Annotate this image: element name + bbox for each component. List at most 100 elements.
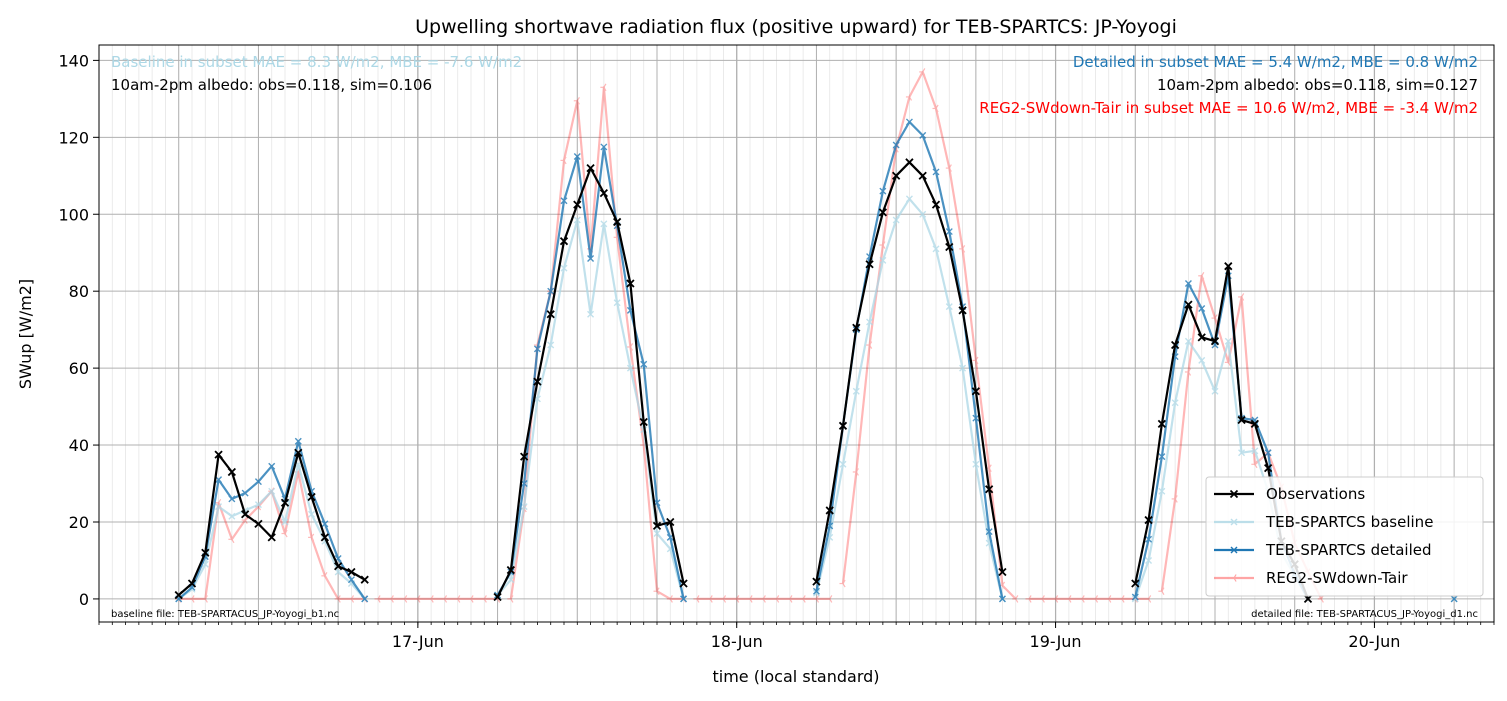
detailed-file-annotation: detailed file: TEB-SPARTACUS_JP-Yoyogi_d…: [1251, 609, 1478, 620]
data-point-observations: [334, 562, 343, 571]
marker-stroke: [1230, 518, 1238, 526]
marker-stroke: [922, 71, 926, 76]
marker-stroke: [1131, 593, 1139, 601]
marker-stroke: [311, 537, 315, 542]
marker-stroke: [1254, 463, 1258, 469]
data-point-baseline: [1224, 337, 1232, 345]
marker-stroke: [679, 579, 688, 588]
marker-stroke: [789, 598, 793, 603]
data-point-detailed: [228, 495, 236, 503]
marker-stroke: [215, 476, 223, 484]
data-point-observations: [573, 200, 582, 209]
marker-stroke: [294, 437, 302, 445]
marker-stroke: [1081, 598, 1085, 603]
data-point-baseline: [600, 220, 608, 228]
data-point-baseline: [281, 518, 289, 526]
data-point-observations: [652, 521, 662, 530]
marker-stroke: [324, 572, 328, 577]
data-point-reg2: [826, 595, 833, 603]
data-point-baseline: [852, 387, 860, 395]
marker-stroke: [802, 598, 806, 603]
marker-stroke: [945, 303, 953, 311]
data-point-observations: [1237, 415, 1246, 425]
data-point-reg2: [1158, 587, 1165, 596]
marker-stroke: [1055, 598, 1059, 603]
data-point-reg2: [427, 595, 434, 603]
data-point-observations: [280, 498, 290, 507]
data-point-reg2: [746, 595, 753, 603]
marker-stroke: [573, 216, 581, 224]
marker-stroke: [905, 195, 913, 203]
marker-stroke: [629, 343, 634, 348]
data-point-reg2: [932, 104, 939, 113]
marker-stroke: [1131, 579, 1140, 588]
data-point-reg2: [626, 343, 634, 351]
marker-stroke: [1254, 460, 1258, 465]
marker-stroke: [470, 598, 474, 603]
legend-marker: [1230, 518, 1238, 526]
data-point-baseline: [1251, 447, 1259, 455]
marker-stroke: [483, 598, 487, 603]
marker-stroke: [560, 264, 568, 272]
marker-stroke: [294, 448, 303, 457]
marker-stroke: [404, 598, 408, 603]
detailed-albedo-annotation: 10am-2pm albedo: obs=0.118, sim=0.127: [1157, 76, 1478, 94]
marker-stroke: [284, 533, 288, 538]
data-point-reg2: [1184, 368, 1192, 376]
data-point-reg2: [812, 595, 820, 603]
marker-stroke: [483, 595, 487, 600]
marker-stroke: [918, 171, 927, 180]
series-line-reg2: [841, 70, 1017, 600]
marker-stroke: [497, 598, 501, 603]
marker-stroke: [576, 100, 580, 105]
marker-stroke: [599, 188, 608, 198]
marker-stroke: [334, 568, 342, 576]
marker-stroke: [975, 360, 979, 365]
marker-stroke: [268, 462, 276, 470]
data-point-detailed: [1198, 305, 1206, 312]
series-layer: [174, 68, 1458, 604]
marker-stroke: [626, 279, 635, 288]
marker-stroke: [1227, 362, 1231, 367]
data-point-baseline: [905, 195, 913, 203]
data-point-reg2: [1091, 595, 1099, 603]
marker-stroke: [1028, 598, 1032, 603]
marker-stroke: [882, 241, 886, 246]
data-point-reg2: [440, 595, 448, 603]
marker-stroke: [709, 598, 713, 603]
marker-stroke: [1041, 598, 1045, 603]
data-point-detailed: [268, 462, 276, 470]
data-point-reg2: [1198, 271, 1205, 280]
data-point-detailed: [998, 595, 1006, 603]
marker-stroke: [218, 498, 222, 504]
data-point-observations: [1303, 594, 1313, 604]
marker-stroke: [201, 548, 210, 557]
marker-stroke: [1184, 337, 1192, 345]
marker-stroke: [603, 83, 607, 88]
marker-stroke: [1158, 487, 1166, 495]
marker-stroke: [520, 503, 528, 511]
data-point-detailed: [680, 595, 688, 603]
data-point-baseline: [613, 299, 621, 307]
data-point-reg2: [719, 595, 727, 603]
marker-stroke: [829, 595, 833, 600]
marker-stroke: [1303, 594, 1313, 604]
data-point-observations: [559, 237, 569, 246]
marker-stroke: [228, 512, 236, 520]
marker-stroke: [214, 450, 223, 459]
legend-entry: [1214, 574, 1254, 582]
marker-stroke: [600, 143, 608, 151]
marker-stroke: [908, 93, 913, 98]
data-point-reg2: [1025, 595, 1032, 603]
marker-stroke: [546, 310, 555, 319]
x-tick-label: 19-Jun: [1030, 632, 1082, 651]
marker-stroke: [201, 560, 209, 568]
y-tick-label: 40: [69, 436, 89, 455]
data-point-reg2: [1065, 595, 1072, 603]
data-point-reg2: [387, 595, 394, 603]
marker-stroke: [510, 598, 514, 603]
data-point-baseline: [215, 503, 223, 511]
marker-stroke: [762, 595, 766, 600]
marker-stroke: [493, 592, 502, 602]
data-point-baseline: [560, 264, 568, 272]
